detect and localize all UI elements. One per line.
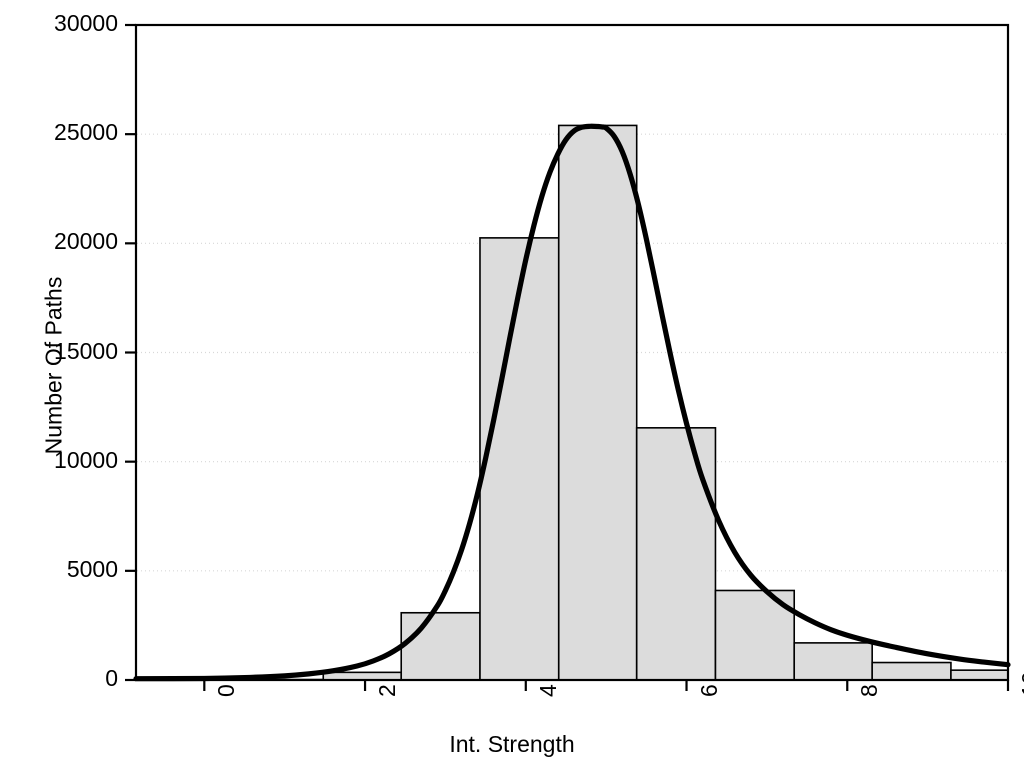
x-tick-label: 8: [856, 684, 883, 697]
bars: [243, 124, 1009, 681]
y-tick-label: 0: [105, 665, 118, 691]
y-tick-label: 10000: [54, 446, 118, 473]
x-axis-title: Int. Strength: [449, 731, 575, 757]
x-tick-label: 6: [695, 684, 722, 697]
gridlines: [137, 133, 1007, 572]
y-tick-label: 20000: [54, 228, 118, 255]
density-curve: [133, 123, 1011, 682]
y-tick-label: 25000: [54, 119, 118, 146]
axis-ticks: [125, 23, 1010, 691]
y-tick-label: 30000: [54, 10, 118, 36]
x-tick-label: 10: [1017, 671, 1024, 697]
y-tick-label: 5000: [66, 555, 118, 582]
x-tick-label: 4: [534, 684, 561, 697]
y-tick-label: 15000: [54, 337, 118, 364]
x-tick-label: 0: [213, 684, 240, 697]
x-tick-label: 2: [374, 684, 401, 697]
